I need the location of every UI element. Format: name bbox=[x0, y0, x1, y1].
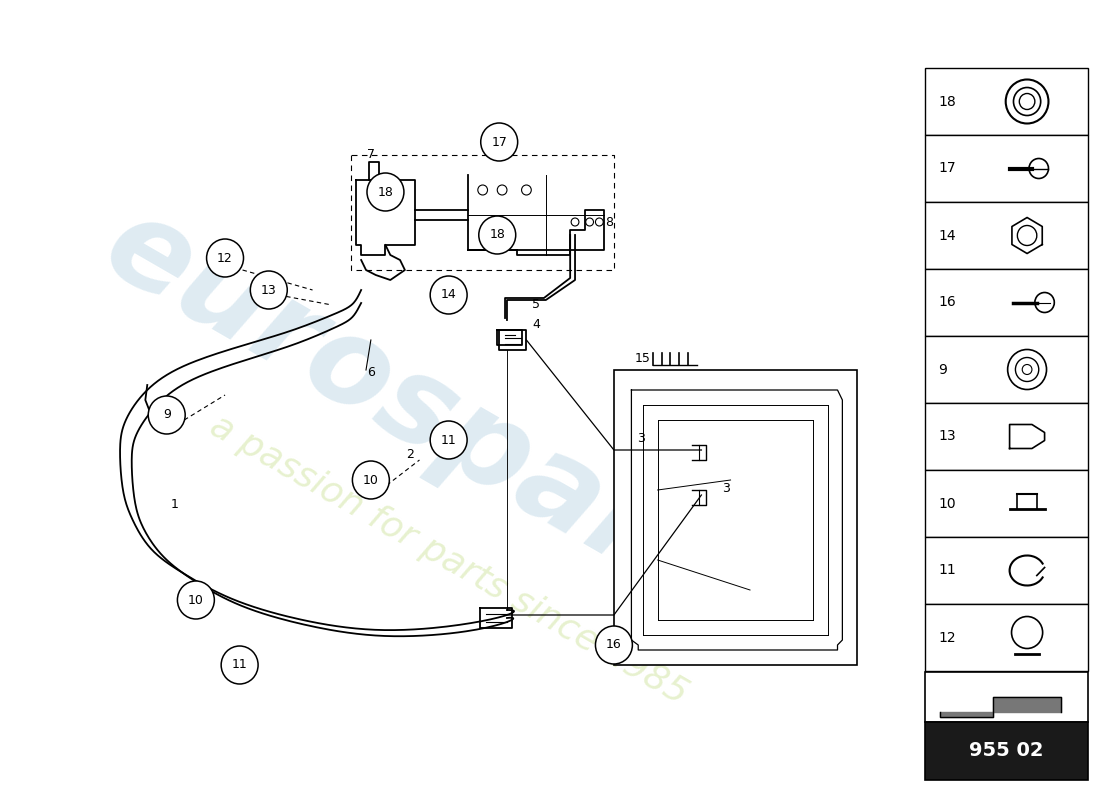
Bar bbox=[925, 135, 1088, 202]
Text: 11: 11 bbox=[938, 563, 956, 578]
Circle shape bbox=[207, 239, 243, 277]
Bar bbox=[925, 604, 1088, 671]
Text: 5: 5 bbox=[532, 298, 540, 311]
Circle shape bbox=[595, 626, 632, 664]
Text: 12: 12 bbox=[938, 630, 956, 645]
Text: 6: 6 bbox=[367, 366, 375, 378]
Circle shape bbox=[251, 271, 287, 309]
Circle shape bbox=[481, 123, 518, 161]
Text: 15: 15 bbox=[635, 351, 651, 365]
Text: 8: 8 bbox=[605, 215, 613, 229]
Bar bbox=[925, 68, 1088, 135]
Text: 14: 14 bbox=[938, 229, 956, 242]
Text: 18: 18 bbox=[938, 94, 956, 109]
Text: 7: 7 bbox=[367, 149, 375, 162]
Circle shape bbox=[352, 461, 389, 499]
Circle shape bbox=[430, 421, 468, 459]
Circle shape bbox=[148, 396, 185, 434]
Bar bbox=[614, 370, 857, 665]
Text: 9: 9 bbox=[938, 362, 947, 377]
Text: 10: 10 bbox=[363, 474, 378, 486]
Text: 11: 11 bbox=[441, 434, 456, 446]
Text: 16: 16 bbox=[938, 295, 956, 310]
Text: a passion for parts since 1985: a passion for parts since 1985 bbox=[204, 409, 693, 711]
Bar bbox=[925, 336, 1088, 403]
Circle shape bbox=[478, 216, 516, 254]
Bar bbox=[925, 269, 1088, 336]
Text: 18: 18 bbox=[377, 186, 394, 198]
Text: 10: 10 bbox=[938, 497, 956, 510]
Text: 10: 10 bbox=[188, 594, 204, 606]
Text: 17: 17 bbox=[492, 135, 507, 149]
Bar bbox=[925, 672, 1088, 722]
Text: 11: 11 bbox=[232, 658, 248, 671]
Circle shape bbox=[177, 581, 214, 619]
Text: 12: 12 bbox=[217, 251, 233, 265]
Text: 4: 4 bbox=[532, 318, 540, 330]
Text: 9: 9 bbox=[163, 409, 170, 422]
Circle shape bbox=[367, 173, 404, 211]
Circle shape bbox=[221, 646, 258, 684]
Text: 18: 18 bbox=[490, 229, 505, 242]
Bar bbox=[925, 722, 1088, 780]
Polygon shape bbox=[939, 697, 1062, 717]
Text: 14: 14 bbox=[441, 289, 456, 302]
Text: 3: 3 bbox=[722, 482, 729, 494]
Circle shape bbox=[430, 276, 468, 314]
Text: 3: 3 bbox=[637, 431, 645, 445]
Text: eurospares: eurospares bbox=[85, 186, 813, 674]
Text: 1: 1 bbox=[170, 498, 178, 511]
Bar bbox=[925, 470, 1088, 537]
Bar bbox=[925, 537, 1088, 604]
Bar bbox=[925, 202, 1088, 269]
Text: 16: 16 bbox=[606, 638, 621, 651]
Bar bbox=[925, 403, 1088, 470]
Text: 955 02: 955 02 bbox=[969, 742, 1044, 761]
Text: 13: 13 bbox=[261, 283, 277, 297]
Text: 13: 13 bbox=[938, 430, 956, 443]
Text: 2: 2 bbox=[406, 449, 414, 462]
Text: 17: 17 bbox=[938, 162, 956, 175]
